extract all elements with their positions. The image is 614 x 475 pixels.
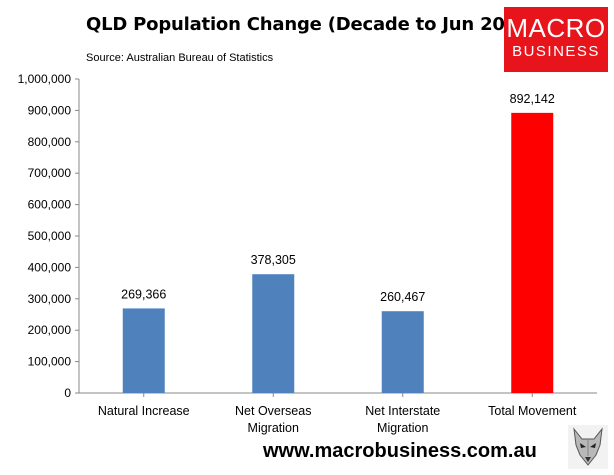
bar — [511, 112, 554, 394]
y-tick-label: 900,000 — [28, 103, 72, 117]
y-tick-label: 800,000 — [28, 135, 72, 149]
y-tick-label: 700,000 — [28, 166, 72, 180]
bar — [252, 274, 295, 393]
logo-line-1: MACRO — [506, 13, 606, 43]
y-tick-label: 1,000,000 — [18, 72, 72, 86]
footer-url: www.macrobusiness.com.au — [263, 440, 537, 462]
data-label: 378,305 — [251, 253, 296, 267]
x-tick-label: Total Movement — [488, 404, 577, 418]
data-label: 892,142 — [510, 92, 555, 106]
x-tick-label: Natural Increase — [98, 404, 190, 418]
x-tick-label: Migration — [377, 421, 428, 435]
chart-source: Source: Australian Bureau of Statistics — [86, 52, 274, 64]
y-tick-label: 100,000 — [28, 355, 72, 369]
macrobusiness-logo: MACRO BUSINESS — [504, 7, 608, 72]
y-tick-label: 200,000 — [28, 323, 72, 337]
y-tick-label: 300,000 — [28, 292, 72, 306]
chart-title: QLD Population Change (Decade to Jun 202… — [86, 14, 538, 35]
logo-line-2: BUSINESS — [512, 43, 600, 60]
y-tick-label: 600,000 — [28, 198, 72, 212]
data-label: 260,467 — [380, 290, 425, 304]
data-label: 269,366 — [121, 287, 166, 301]
y-tick-label: 500,000 — [28, 229, 72, 243]
x-tick-label: Net Interstate — [365, 404, 440, 418]
bar — [381, 311, 424, 393]
x-tick-label: Migration — [248, 421, 299, 435]
y-tick-label: 400,000 — [28, 260, 72, 274]
y-tick-label: 0 — [64, 386, 71, 400]
x-tick-label: Net Overseas — [235, 404, 311, 418]
bar — [122, 308, 165, 393]
wolf-logo-icon — [568, 425, 608, 469]
